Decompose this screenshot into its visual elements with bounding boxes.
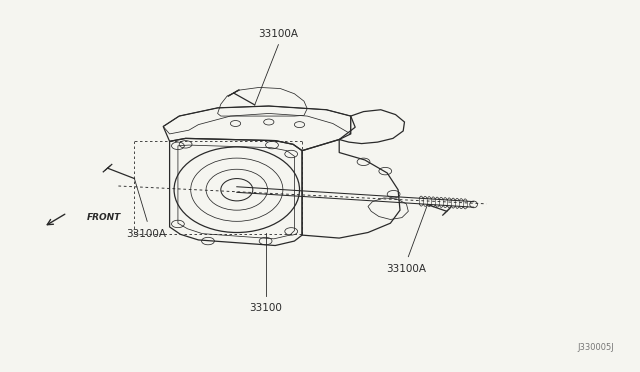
- Text: 33100: 33100: [249, 303, 282, 313]
- Text: J330005J: J330005J: [578, 343, 614, 352]
- Text: FRONT: FRONT: [87, 213, 122, 222]
- Text: 33100A: 33100A: [259, 29, 298, 39]
- Text: 33100A: 33100A: [387, 264, 426, 274]
- Text: 33100A: 33100A: [126, 229, 166, 239]
